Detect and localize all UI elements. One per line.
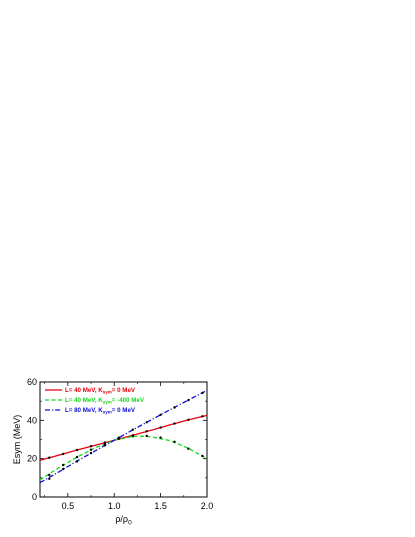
reference-point (173, 440, 176, 443)
reference-point (75, 455, 79, 459)
x-tick-label: 1.0 (108, 501, 121, 511)
reference-point (103, 442, 107, 445)
reference-point (48, 456, 51, 459)
reference-point (75, 448, 79, 452)
reference-point (159, 426, 162, 429)
reference-point (89, 448, 93, 451)
reference-point (159, 436, 162, 439)
legend-label-2: L= 40 MeV, Ksym= -400 MeV (65, 397, 145, 405)
reference-point (89, 445, 93, 448)
reference-point (62, 452, 65, 456)
reference-point (173, 422, 176, 425)
y-tick-label: 60 (27, 377, 37, 387)
x-tick-label: 1.5 (154, 501, 167, 511)
y-tick-label: 0 (32, 492, 37, 502)
series-layer (39, 389, 208, 484)
y-tick-label: 40 (27, 415, 37, 425)
reference-point (145, 434, 148, 438)
reference-point (145, 430, 148, 433)
reference-point (75, 460, 79, 463)
x-axis-title: ρ/ρ0 (115, 514, 132, 527)
reference-point (187, 418, 190, 421)
x-axis-title-subscript: 0 (128, 520, 132, 527)
reference-point (62, 467, 65, 471)
reference-point (48, 473, 51, 477)
legend: L= 40 MeV, Ksym= 0 MeV L= 40 MeV, Ksym= -… (45, 387, 145, 415)
reference-point (131, 435, 134, 438)
legend-label-1: L= 40 MeV, Ksym= 0 MeV (65, 387, 136, 395)
series-line-3 (39, 389, 208, 484)
reference-point (48, 477, 51, 480)
reference-point (145, 421, 148, 424)
y-tick-label: 20 (27, 454, 37, 464)
x-axis-title-main: ρ/ρ (115, 514, 128, 524)
ticks-layer: 0.5 1.0 1.5 2.0 0 20 40 60 (27, 377, 213, 511)
reference-point (159, 413, 162, 416)
reference-points-layer (48, 391, 204, 480)
x-tick-label: 0.5 (62, 501, 75, 511)
reference-point (201, 415, 204, 418)
reference-point (131, 428, 134, 431)
y-axis-title: Esym (MeV) (12, 415, 22, 465)
reference-point (187, 447, 190, 450)
reference-point (173, 406, 176, 409)
reference-point (187, 399, 190, 402)
reference-point (201, 454, 204, 458)
reference-point (89, 451, 93, 455)
x-tick-label: 2.0 (201, 501, 214, 511)
reference-point (117, 436, 121, 439)
reference-point (201, 391, 204, 395)
reference-point (62, 463, 65, 467)
reference-point (103, 444, 107, 447)
series-line-2 (39, 435, 208, 481)
plot-area: 0.5 1.0 1.5 2.0 0 20 40 60 (27, 377, 213, 511)
legend-label-3: L= 80 MeV, Ksym= 0 MeV (65, 407, 136, 415)
